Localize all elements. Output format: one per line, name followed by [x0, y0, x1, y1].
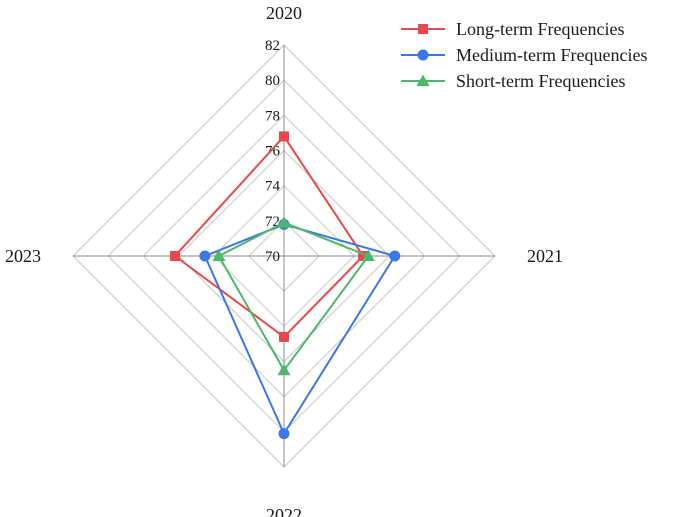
series-2	[199, 218, 401, 440]
data-point-square-marker	[279, 331, 289, 342]
legend-entry-1: Long-term Frequencies	[401, 19, 624, 39]
legend-label: Medium-term Frequencies	[456, 45, 647, 65]
data-point-square-marker	[279, 131, 289, 142]
axis-labels: 2020 2021 2022 2023	[5, 3, 563, 517]
data-point-triangle-marker	[277, 216, 291, 228]
legend-square-marker	[418, 24, 428, 34]
tick-label: 74	[265, 179, 281, 195]
data-point-square-marker	[358, 251, 369, 261]
tick-label: 80	[265, 73, 280, 89]
legend-entry-3: Short-term Frequencies	[401, 71, 625, 91]
axis-label-2022: 2022	[266, 505, 302, 517]
data-point-circle-marker	[389, 250, 401, 262]
legend-entry-2: Medium-term Frequencies	[401, 45, 647, 65]
data-point-triangle-marker	[277, 363, 291, 376]
radar-grid	[72, 44, 496, 468]
axis-label-2020: 2020	[266, 3, 302, 23]
tick-label: 76	[265, 144, 281, 160]
series-1	[170, 131, 369, 342]
series-line	[217, 221, 370, 373]
tick-label: 82	[265, 38, 280, 54]
legend-label: Short-term Frequencies	[456, 71, 625, 91]
data-point-circle-marker	[278, 428, 290, 440]
data-point-square-marker	[170, 251, 180, 261]
tick-label: 78	[265, 108, 280, 124]
legend-circle-marker	[417, 49, 429, 61]
axis-label-2023: 2023	[5, 246, 41, 266]
series-3	[212, 216, 375, 376]
data-series	[170, 131, 401, 440]
data-point-triangle-marker	[212, 249, 226, 261]
axis-label-2021: 2021	[527, 246, 563, 266]
legend-label: Long-term Frequencies	[456, 19, 624, 39]
data-point-triangle-marker	[361, 249, 375, 261]
data-point-circle-marker	[199, 250, 211, 262]
tick-label: 70	[265, 249, 280, 265]
legend: Long-term Frequencies Medium-term Frequen…	[401, 19, 647, 91]
legend-triangle-marker	[416, 74, 430, 86]
